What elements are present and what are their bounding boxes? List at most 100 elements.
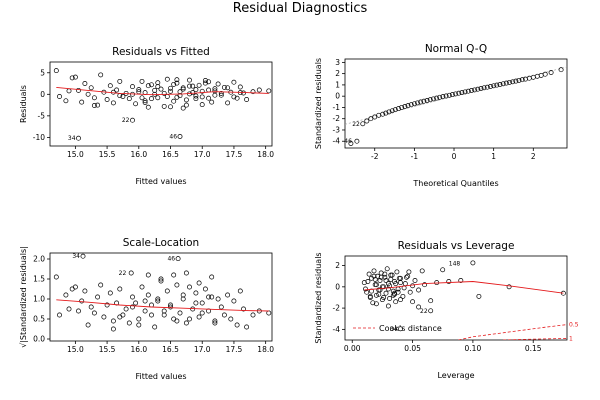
data-point: [145, 292, 151, 298]
data-point: [177, 134, 183, 139]
data-point: [98, 282, 104, 288]
data-point: [373, 301, 379, 307]
data-point: [63, 98, 69, 104]
data-point: [221, 312, 227, 318]
data-point: [388, 272, 394, 278]
data-point: [164, 76, 170, 82]
x-tick-label: -1: [411, 152, 419, 161]
data-point: [475, 86, 481, 92]
data-point: [440, 267, 446, 273]
data-point: [503, 80, 509, 86]
data-point: [139, 95, 145, 101]
data-point: [183, 97, 189, 103]
data-point: [76, 308, 81, 314]
data-point: [354, 138, 360, 144]
data-point: [136, 87, 142, 93]
data-point: [244, 97, 250, 102]
data-point: [440, 94, 446, 100]
data-point: [120, 312, 126, 318]
panel-title: Residuals vs Fitted: [112, 46, 210, 58]
observation-label: 34: [68, 135, 76, 142]
data-point: [149, 96, 154, 102]
data-point: [484, 84, 490, 90]
data-point: [107, 83, 113, 89]
data-point: [104, 97, 110, 102]
data-point: [266, 310, 272, 316]
data-point: [110, 89, 116, 95]
x-tick-label: 18.0: [257, 345, 274, 354]
data-point: [187, 284, 192, 290]
observation-label: 22: [352, 121, 360, 128]
data-point: [379, 284, 385, 290]
data-point: [82, 288, 88, 294]
x-tick-label: 0.00: [344, 344, 361, 353]
data-point: [155, 298, 161, 304]
data-point: [348, 141, 354, 146]
data-point: [241, 306, 246, 312]
data-point: [372, 114, 378, 120]
data-point: [128, 270, 134, 276]
data-point: [225, 100, 231, 106]
data-point: [174, 80, 180, 86]
plot-frame: [49, 61, 273, 147]
x-tick-label: 15.5: [99, 345, 116, 354]
data-point: [225, 85, 231, 91]
data-point: [266, 88, 272, 94]
observation-label: 148: [449, 260, 461, 267]
data-point: [404, 274, 409, 280]
data-point: [199, 310, 205, 316]
data-point: [398, 326, 403, 332]
data-point: [449, 92, 455, 98]
y-tick-label: -4: [333, 137, 341, 146]
data-point: [171, 272, 177, 278]
data-point: [53, 274, 59, 280]
data-point: [411, 101, 417, 107]
data-point: [206, 95, 212, 101]
x-tick-label: 15.0: [67, 345, 84, 354]
data-point: [202, 78, 208, 83]
data-point: [91, 103, 97, 108]
data-point: [405, 103, 411, 109]
data-point: [371, 268, 377, 274]
data-point: [199, 88, 205, 94]
data-point: [95, 294, 101, 300]
data-point: [381, 295, 387, 300]
data-point: [402, 281, 408, 287]
data-point: [446, 279, 452, 284]
x-tick-label: 17.0: [194, 345, 211, 354]
observation-label: 22: [122, 117, 130, 124]
data-point: [458, 278, 464, 283]
data-point: [161, 308, 167, 314]
data-point: [453, 91, 459, 97]
data-point: [209, 294, 215, 300]
plot-frame: [344, 255, 568, 341]
panel-title: Normal Q-Q: [425, 43, 487, 55]
data-point: [410, 299, 416, 305]
data-point: [542, 71, 548, 77]
data-point: [117, 78, 123, 84]
data-point: [110, 326, 116, 332]
data-point: [136, 316, 142, 322]
data-point: [57, 94, 62, 99]
data-point: [76, 87, 81, 93]
cooks-distance-contour: [458, 324, 567, 340]
data-point: [507, 79, 512, 85]
data-point: [95, 102, 101, 108]
data-point: [209, 99, 215, 105]
data-point: [79, 298, 85, 304]
data-point: [526, 75, 532, 81]
data-point: [142, 308, 148, 314]
plot-area: [53, 253, 272, 332]
data-point: [415, 100, 420, 106]
x-tick-label: 18.0: [257, 150, 274, 159]
observation-label: 46: [344, 138, 352, 145]
data-point: [193, 93, 199, 99]
data-point: [215, 296, 221, 302]
data-point: [91, 95, 97, 101]
data-point: [385, 286, 391, 292]
data-point: [110, 100, 116, 106]
x-tick-label: 15.0: [67, 150, 84, 159]
y-tick-label: 1: [335, 80, 340, 89]
data-point: [394, 269, 400, 275]
